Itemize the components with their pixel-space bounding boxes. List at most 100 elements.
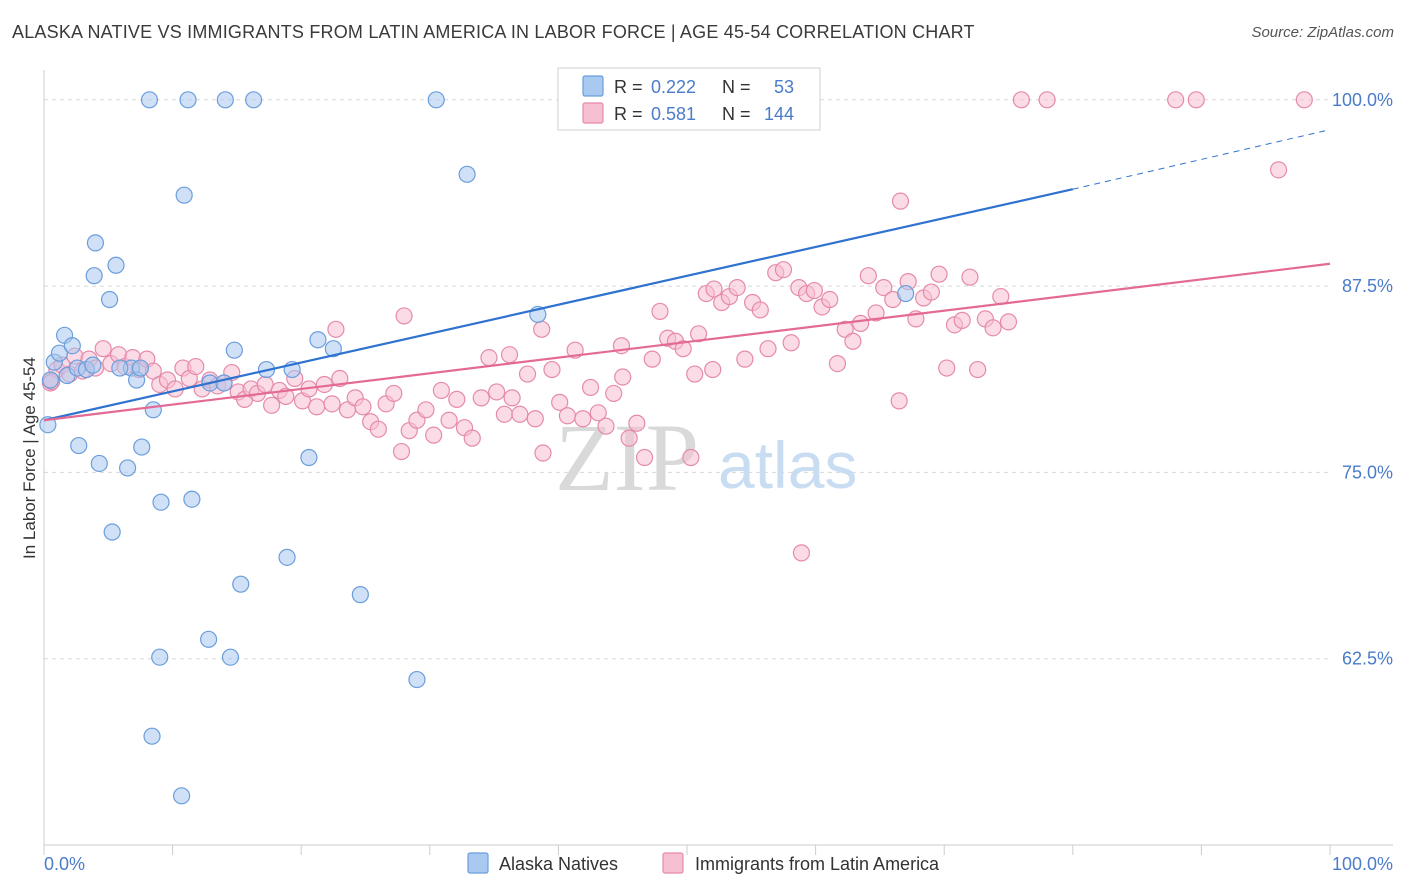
alaska-natives-point	[70, 436, 88, 455]
immigrants-point	[480, 349, 498, 367]
immigrants-point	[463, 429, 481, 447]
immigrants-point	[643, 350, 661, 368]
immigrants-point	[533, 320, 551, 338]
alaska-natives-point	[111, 359, 129, 377]
immigrants-point	[930, 265, 948, 283]
alaska-natives-point	[300, 448, 318, 467]
immigrants-point	[589, 404, 607, 422]
alaska-natives-point	[118, 459, 137, 477]
alaska-natives-point	[143, 727, 161, 745]
immigrants-point	[472, 389, 490, 407]
immigrants-point	[792, 544, 811, 562]
immigrants-point	[674, 340, 692, 358]
x-tick-labels: 0.0% 100.0%	[44, 854, 1393, 874]
immigrants-point	[689, 325, 708, 343]
immigrants-point	[704, 360, 722, 379]
alaska-natives-point	[458, 165, 476, 183]
immigrants-point	[581, 378, 600, 397]
immigrants-point	[614, 368, 632, 386]
immigrants-point	[1295, 91, 1313, 109]
alaska-natives-point	[50, 344, 69, 362]
immigrants-point	[1038, 91, 1056, 109]
immigrants-point	[331, 369, 349, 388]
immigrants-point	[1167, 91, 1185, 109]
immigrants-point	[526, 410, 544, 428]
immigrants-point	[969, 360, 987, 379]
immigrants-point	[495, 405, 513, 423]
stats-legend: R = 0.222 N = 53 R = 0.581 N = 144	[557, 67, 821, 131]
immigrants-point	[385, 384, 403, 403]
immigrants-point	[440, 411, 458, 429]
alaska-natives-point	[85, 267, 103, 285]
alaska-natives-point	[131, 359, 150, 377]
alaska-natives-point	[427, 91, 445, 109]
immigrants-point	[821, 290, 839, 309]
immigrants-point	[759, 340, 777, 358]
y-tick-labels: 62.5% 75.0% 87.5% 100.0%	[1332, 90, 1393, 669]
data-points	[39, 91, 1313, 805]
watermark-atlas: atlas	[718, 428, 857, 502]
immigrants-point	[323, 395, 341, 413]
chart-title: ALASKA NATIVE VS IMMIGRANTS FROM LATIN A…	[12, 22, 975, 42]
immigrants-point	[488, 383, 506, 401]
alaska-natives-point	[278, 548, 296, 566]
alaska-natives-point	[63, 337, 81, 355]
immigrants-point	[875, 278, 893, 297]
alaska-natives-point	[175, 186, 193, 204]
legend-r-label: R =	[614, 104, 643, 124]
series-legend-label-alaska-natives: Alaska Natives	[499, 854, 618, 874]
alaska-natives-point	[215, 374, 233, 392]
immigrants-point	[774, 261, 793, 279]
immigrants-point	[859, 267, 877, 285]
legend-r-label: R =	[614, 77, 643, 97]
immigrants-point	[354, 398, 372, 416]
immigrants-point	[961, 268, 979, 286]
alaska-natives-point	[232, 575, 250, 593]
source-label: Source: ZipAtlas.com	[1251, 24, 1394, 41]
immigrants-point	[852, 314, 870, 332]
alaska-natives-point	[41, 371, 60, 389]
immigrants-point	[728, 278, 746, 297]
alaska-natives-point	[90, 454, 108, 473]
alaska-natives-point	[84, 356, 102, 374]
y-tick-label: 75.0%	[1342, 462, 1393, 482]
legend-n-value: 144	[764, 104, 794, 124]
immigrants-point	[782, 334, 800, 352]
alaska-natives-point	[152, 493, 170, 511]
x-tick-label-0: 0.0%	[44, 854, 85, 874]
immigrants-point	[448, 390, 466, 408]
alaska-natives-point	[103, 523, 121, 541]
immigrants-point	[543, 360, 561, 379]
y-tick-label: 62.5%	[1342, 649, 1393, 669]
immigrants-point	[392, 442, 411, 461]
immigrants-point	[551, 393, 569, 411]
x-tick-label-100: 100.0%	[1332, 854, 1393, 874]
immigrants-point	[308, 398, 326, 416]
alaska-natives-point	[100, 290, 119, 309]
immigrants-point	[938, 359, 956, 377]
immigrants-point	[503, 389, 521, 407]
legend-swatch-pink	[582, 102, 604, 124]
legend-n-value: 53	[774, 77, 794, 97]
immigrants-point	[500, 346, 519, 364]
immigrants-point	[682, 448, 700, 467]
alaska-natives-point	[309, 331, 327, 349]
immigrants-point	[736, 350, 754, 368]
alaska-natives-point	[107, 256, 125, 274]
series-legend-label-immigrants: Immigrants from Latin America	[695, 854, 940, 874]
immigrants-point	[705, 280, 723, 298]
legend-swatch-blue	[582, 75, 604, 97]
trend-lines	[43, 129, 1331, 422]
alaska-natives-point	[151, 648, 169, 666]
immigrants-point	[953, 311, 971, 329]
alaska-natives-point	[140, 91, 159, 109]
watermark: ZIP atlas	[555, 404, 857, 511]
alaska-natives-trendline-extension	[1072, 129, 1331, 190]
immigrants-point	[1269, 161, 1288, 179]
immigrants-point	[890, 392, 908, 410]
immigrants-point	[369, 420, 387, 438]
alaska-natives-point	[351, 586, 369, 604]
alaska-natives-point	[225, 341, 243, 359]
immigrants-point	[395, 307, 413, 325]
axes	[43, 70, 1393, 855]
